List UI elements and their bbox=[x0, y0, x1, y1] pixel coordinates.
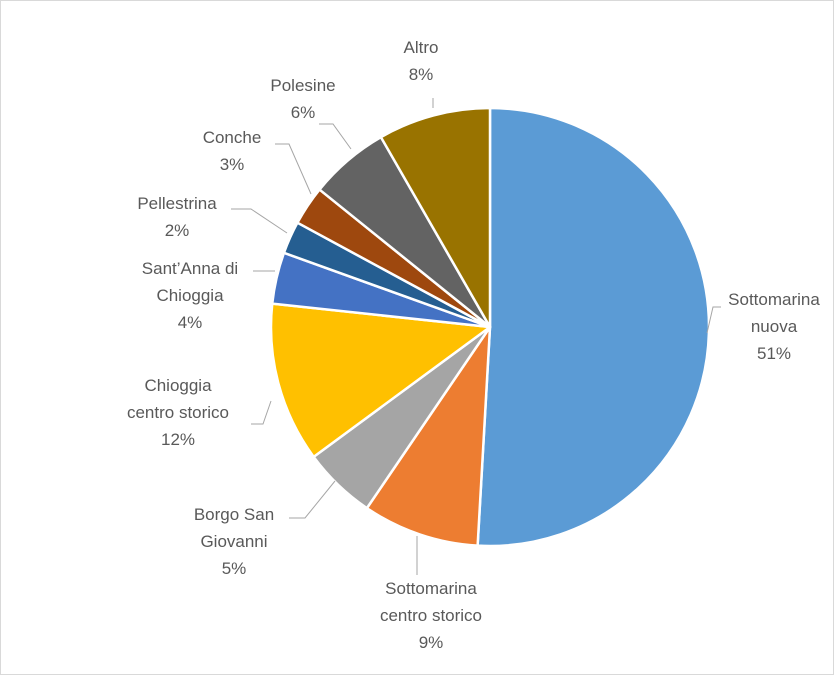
data-label-category: Pellestrina bbox=[137, 194, 217, 213]
data-label-percent: 9% bbox=[419, 633, 444, 652]
leader-line-8 bbox=[319, 123, 352, 150]
data-label-percent: 51% bbox=[757, 344, 791, 363]
data-label-category: Borgo San bbox=[194, 505, 274, 524]
leader-line-1 bbox=[706, 306, 721, 334]
data-label-category: Chioggia bbox=[156, 286, 224, 305]
leader-line-4 bbox=[251, 400, 272, 425]
data-label-percent: 3% bbox=[220, 155, 245, 174]
pie-slice-2 bbox=[365, 325, 492, 547]
data-label-percent: 8% bbox=[409, 65, 434, 84]
data-label-1: Sottomarina nuova 51% bbox=[728, 290, 820, 363]
data-label-percent: 12% bbox=[161, 430, 195, 449]
data-label-category: Polesine bbox=[270, 76, 335, 95]
data-label-category: nuova bbox=[751, 317, 798, 336]
pie-slice-4 bbox=[269, 302, 492, 459]
leader-line-6 bbox=[231, 208, 288, 234]
data-label-9: Altro 8% bbox=[404, 38, 439, 84]
data-label-3: Borgo San Giovanni 5% bbox=[194, 505, 274, 578]
data-label-4: Chioggia centro storico 12% bbox=[127, 376, 229, 449]
data-labels: Sottomarina nuova 51% Sottomarina centro sto… bbox=[127, 38, 820, 652]
data-label-category: Altro bbox=[404, 38, 439, 57]
data-label-category: Chioggia bbox=[144, 376, 212, 395]
data-label-category: centro storico bbox=[127, 403, 229, 422]
data-label-category: Giovanni bbox=[200, 532, 267, 551]
data-label-category: Sant’Anna di bbox=[142, 259, 238, 278]
data-label-percent: 6% bbox=[291, 103, 316, 122]
data-label-percent: 2% bbox=[165, 221, 190, 240]
pie-slices bbox=[269, 106, 711, 548]
data-label-8: Polesine 6% bbox=[270, 76, 335, 122]
data-label-category: centro storico bbox=[380, 606, 482, 625]
data-label-5: Sant’Anna di Chioggia 4% bbox=[142, 259, 238, 332]
data-label-percent: 5% bbox=[222, 559, 247, 578]
leader-lines bbox=[231, 98, 721, 575]
data-label-category: Sottomarina bbox=[385, 579, 477, 598]
leader-line-3 bbox=[289, 480, 336, 519]
data-label-category: Conche bbox=[203, 128, 262, 147]
data-label-6: Pellestrina 2% bbox=[137, 194, 217, 240]
leader-line-7 bbox=[275, 143, 312, 195]
data-label-2: Sottomarina centro storico 9% bbox=[380, 579, 482, 652]
data-label-percent: 4% bbox=[178, 313, 203, 332]
pie-slice-1 bbox=[476, 106, 711, 548]
data-label-category: Sottomarina bbox=[728, 290, 820, 309]
pie-slice-9 bbox=[379, 106, 492, 329]
data-label-7: Conche 3% bbox=[203, 128, 262, 174]
